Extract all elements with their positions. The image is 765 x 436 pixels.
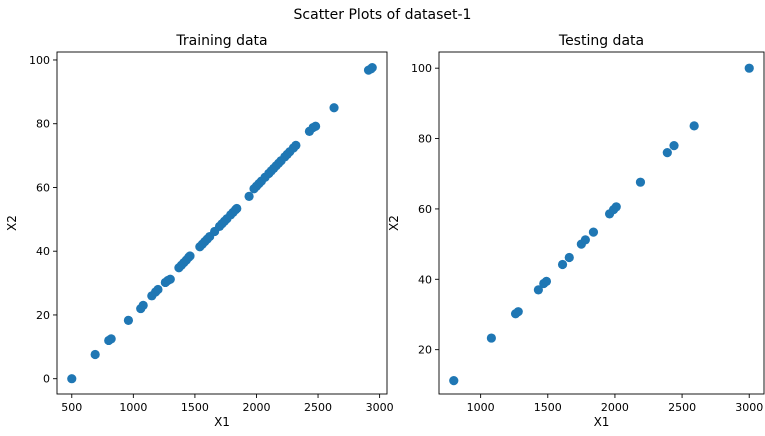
training-x-tick-label: 2000 — [242, 401, 270, 414]
testing-point — [513, 307, 523, 317]
training-point — [90, 349, 100, 360]
training-axes-frame — [56, 51, 388, 395]
training-y-tick-label: 80 — [36, 118, 50, 131]
testing-y-tick-label: 40 — [418, 273, 432, 286]
training-point — [310, 121, 321, 131]
training-point — [165, 274, 175, 284]
training-title: Training data — [175, 33, 267, 49]
testing-point — [449, 376, 459, 386]
training-point — [106, 334, 116, 344]
training-y-tick-label: 100 — [29, 54, 50, 67]
training-point — [244, 191, 254, 201]
testing-x-tick-label: 3000 — [735, 401, 763, 414]
testing-point — [564, 252, 574, 263]
testing-x-tick-label: 1500 — [534, 401, 562, 414]
figure-suptitle: Scatter Plots of dataset-1 — [294, 7, 472, 23]
training-y-tick-label: 40 — [36, 245, 50, 258]
training-y-tick-label: 20 — [36, 309, 50, 322]
training-x-tick-label: 1500 — [181, 401, 209, 414]
training-point — [123, 315, 134, 325]
testing-x-tick-label: 2000 — [601, 401, 629, 414]
training-point — [329, 103, 339, 113]
training-x-tick-label: 2500 — [304, 401, 332, 414]
testing-y-tick-label: 20 — [418, 344, 432, 357]
testing-y-tick-label: 80 — [418, 133, 432, 146]
testing-y-tick-label: 60 — [418, 203, 432, 216]
testing-point — [669, 140, 679, 151]
testing-y-tick-label: 100 — [411, 62, 432, 75]
testing-point — [580, 235, 590, 245]
training-y-tick-label: 0 — [43, 373, 50, 386]
training-point — [232, 203, 242, 214]
testing-y-axis-label: X2 — [387, 215, 401, 231]
training-x-tick-label: 500 — [61, 401, 82, 414]
testing-point — [744, 63, 754, 73]
training-y-tick-label: 60 — [36, 181, 50, 194]
testing-point — [486, 333, 496, 343]
testing-title: Testing data — [558, 33, 644, 49]
training-x-tick-label: 1000 — [119, 401, 147, 414]
testing-x-axis-label: X1 — [594, 415, 610, 429]
training-point — [185, 251, 195, 261]
training-point — [367, 63, 377, 73]
testing-point — [662, 148, 672, 158]
training-x-tick-label: 3000 — [366, 401, 394, 414]
testing-point — [635, 177, 646, 187]
testing-point — [541, 276, 552, 287]
testing-point — [533, 285, 543, 295]
testing-x-tick-label: 1000 — [467, 401, 495, 414]
testing-point — [611, 202, 621, 212]
training-point — [153, 284, 163, 295]
training-x-axis-label: X1 — [214, 415, 230, 429]
testing-axes-frame — [438, 51, 765, 395]
testing-point — [557, 259, 568, 270]
training-point — [138, 300, 148, 310]
testing-panel: 1000 1500 2000 2500 3000 20 40 60 80 100 Testing d… — [387, 33, 765, 429]
testing-point — [689, 121, 699, 131]
training-y-axis-label: X2 — [5, 215, 19, 231]
training-point — [291, 140, 301, 150]
testing-point — [588, 227, 599, 237]
training-point — [67, 374, 77, 384]
testing-x-tick-label: 2500 — [668, 401, 696, 414]
training-panel: 500 1000 1500 2000 2500 3000 0 20 40 60 80 100 Train… — [5, 33, 394, 429]
